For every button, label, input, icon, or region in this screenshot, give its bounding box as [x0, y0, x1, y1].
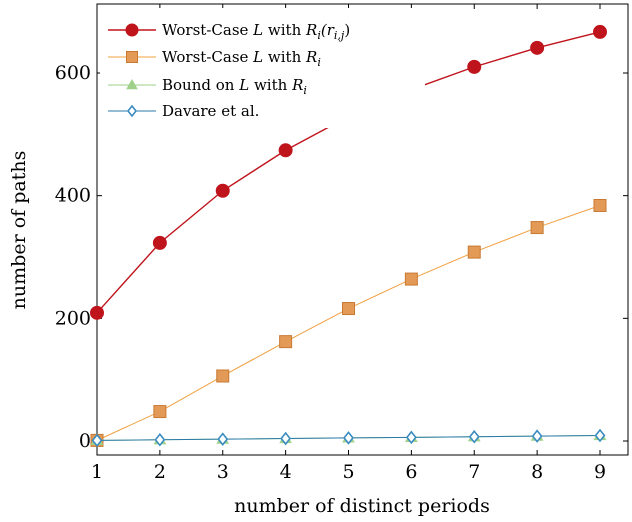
data-point [91, 433, 103, 448]
legend-entry: Bound on L with Ri [108, 76, 307, 97]
legend-box [100, 8, 425, 128]
legend-label: Worst-Case L with Ri [162, 48, 321, 69]
y-tick-label: 400 [55, 185, 91, 207]
tick-labels: 1 2 3 4 5 6 7 8 9 0 200 400 600 [55, 62, 606, 483]
legend-marker [126, 104, 138, 118]
x-tick-label: 2 [154, 461, 166, 483]
x-tick-label: 6 [405, 461, 417, 483]
data-point [531, 429, 543, 443]
x-tick-label: 5 [342, 461, 354, 483]
data-point [468, 429, 480, 444]
data-point [90, 305, 104, 320]
data-point [593, 198, 607, 212]
data-point [404, 272, 418, 286]
legend-marker [125, 23, 139, 37]
data-point [530, 40, 545, 55]
data-point [154, 432, 166, 447]
y-tick-label: 0 [79, 430, 91, 452]
x-tick-label: 9 [594, 461, 606, 483]
data-point [342, 302, 355, 316]
data-point [152, 235, 167, 250]
data-point [280, 431, 292, 446]
x-tick-label: 7 [468, 461, 480, 483]
series-line [96, 205, 601, 441]
series-2 [90, 198, 607, 447]
data-point [278, 143, 293, 158]
x-tick-label: 4 [280, 461, 292, 483]
data-point [215, 183, 230, 198]
y-axis-title: number of paths [8, 151, 30, 310]
data-point [593, 24, 607, 39]
data-point [530, 221, 544, 235]
legend-label: Bound on L with Ri [162, 76, 307, 97]
legend: Worst-Case L with Ri(ri,j) Worst-Case L w… [100, 8, 425, 128]
x-tick-label: 3 [217, 461, 229, 483]
plot-frame [96, 3, 629, 456]
data-point [467, 245, 481, 259]
legend-label: Davare et al. [162, 102, 259, 120]
legend-entry: Davare et al. [108, 102, 259, 120]
data-point [467, 59, 482, 74]
data-point [216, 369, 230, 383]
x-tick-label: 8 [531, 461, 543, 483]
series-4 [91, 428, 606, 448]
data-point [279, 335, 293, 349]
legend-marker [126, 78, 138, 90]
legend-entry: Worst-Case L with Ri [108, 48, 321, 69]
legend-marker [126, 51, 138, 63]
data-point [153, 405, 167, 419]
x-tick-label: 1 [91, 461, 103, 483]
data-point [405, 430, 417, 445]
data-point [594, 428, 606, 443]
data-point [343, 431, 354, 445]
data-point [217, 432, 229, 446]
legend-label: Worst-Case L with Ri(ri,j) [162, 21, 350, 42]
x-axis-title: number of distinct periods [234, 495, 490, 517]
y-tick-label: 600 [55, 62, 91, 84]
y-tick-label: 200 [55, 307, 91, 329]
legend-entry: Worst-Case L with Ri(ri,j) [108, 21, 350, 42]
